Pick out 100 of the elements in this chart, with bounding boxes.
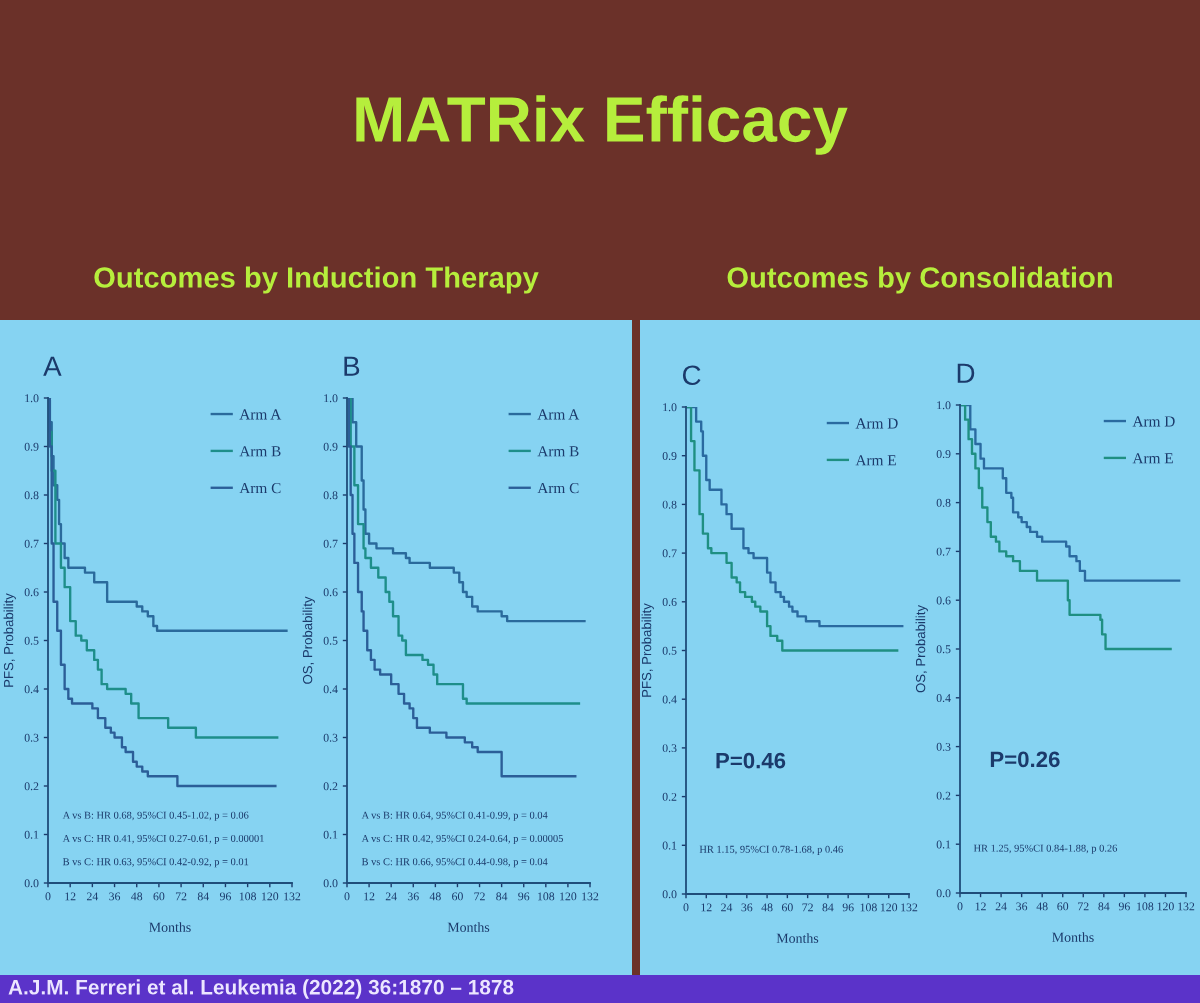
x-axis-title: Months xyxy=(776,933,819,943)
y-tick-label: 0.5 xyxy=(936,645,951,654)
legend-label: Arm B xyxy=(239,446,281,457)
y-tick-label: 0.6 xyxy=(323,588,338,597)
x-tick-label: 132 xyxy=(901,903,918,912)
y-axis-title: PFS, Probability xyxy=(641,603,654,697)
y-axis-title: OS, Probability xyxy=(915,605,928,693)
y-tick-label: 0.3 xyxy=(662,744,677,753)
y-tick-label: 0.6 xyxy=(24,588,39,597)
x-tick-label: 108 xyxy=(860,903,877,912)
text: Outcomes by Induction Therapy xyxy=(94,266,539,294)
x-tick-label: 60 xyxy=(1057,902,1069,911)
x-tick-label: 132 xyxy=(582,892,599,901)
y-tick-label: 0.7 xyxy=(662,549,677,558)
x-tick-label: 108 xyxy=(538,892,555,901)
legend-label: Arm E xyxy=(1132,453,1173,464)
x-tick-label: 48 xyxy=(1036,902,1048,911)
x-tick-label: 72 xyxy=(474,892,485,901)
x-tick-label: 96 xyxy=(1118,902,1130,911)
y-tick-label: 0.3 xyxy=(24,733,39,742)
x-axis-title: Months xyxy=(447,922,490,932)
x-tick-label: 60 xyxy=(781,903,793,912)
y-tick-label: 0.7 xyxy=(323,539,338,548)
x-tick-label: 12 xyxy=(65,892,76,901)
y-axis-title: OS, Probability xyxy=(302,596,315,684)
legend-label: Arm A xyxy=(239,409,282,420)
text: Outcomes by Consolidation xyxy=(727,266,1112,294)
y-tick-label: 0.7 xyxy=(24,539,39,548)
x-tick-label: 120 xyxy=(880,903,898,912)
x-tick-label: 0 xyxy=(683,903,689,912)
y-tick-label: 0.0 xyxy=(323,879,338,888)
y-tick-label: 0.4 xyxy=(936,694,951,703)
x-tick-label: 0 xyxy=(957,902,963,911)
y-tick-label: 0.8 xyxy=(936,498,951,507)
x-tick-label: 24 xyxy=(86,892,99,901)
text: P=0.46 xyxy=(716,752,786,769)
chart-title: A xyxy=(43,356,62,376)
y-tick-label: 0.8 xyxy=(323,491,338,500)
chart-title: B xyxy=(344,356,360,376)
x-tick-label: 0 xyxy=(45,892,51,901)
chart-title: D xyxy=(957,363,975,383)
x-tick-label: 132 xyxy=(284,892,301,901)
x-tick-label: 12 xyxy=(975,902,986,911)
x-tick-label: 96 xyxy=(219,892,231,901)
y-tick-label: 1.0 xyxy=(663,403,677,412)
y-tick-label: 0.9 xyxy=(662,451,677,460)
x-tick-label: 60 xyxy=(153,892,165,901)
legend-label: Arm D xyxy=(855,418,898,429)
x-tick-label: 12 xyxy=(364,892,375,901)
x-tick-label: 36 xyxy=(741,903,753,912)
y-tick-label: 1.0 xyxy=(324,394,338,403)
x-tick-label: 120 xyxy=(1157,902,1174,911)
legend-label: Arm C xyxy=(537,483,579,494)
x-tick-label: 0 xyxy=(344,892,350,901)
x-tick-label: 84 xyxy=(197,892,209,901)
y-tick-label: 0.1 xyxy=(24,830,39,839)
y-tick-label: 0.3 xyxy=(936,742,951,751)
y-tick-label: 0.0 xyxy=(936,889,951,898)
x-tick-label: 36 xyxy=(109,892,121,901)
y-tick-label: 0.5 xyxy=(323,636,338,645)
x-tick-label: 24 xyxy=(995,902,1007,911)
legend-label: Arm B xyxy=(537,446,579,457)
y-tick-label: 0.0 xyxy=(24,879,39,888)
x-tick-label: 120 xyxy=(560,892,577,901)
y-tick-label: 0.2 xyxy=(936,791,951,800)
annotation: B vs C: HR 0.63, 95%CI 0.42-0.92, p = 0.01 xyxy=(62,858,249,868)
y-tick-label: 0.4 xyxy=(323,685,338,694)
x-tick-label: 84 xyxy=(822,903,834,912)
legend-label: Arm E xyxy=(855,455,896,466)
annotation: HR 1.15, 95%CI 0.78-1.68, p 0.46 xyxy=(699,845,843,855)
x-tick-label: 132 xyxy=(1178,902,1195,911)
x-tick-label: 24 xyxy=(385,892,397,901)
y-tick-label: 0.8 xyxy=(662,500,677,509)
x-tick-label: 12 xyxy=(701,903,712,912)
y-tick-label: 0.6 xyxy=(936,596,951,605)
y-tick-label: 0.0 xyxy=(662,890,677,899)
y-tick-label: 0.4 xyxy=(662,695,677,704)
annotation: B vs C: HR 0.66, 95%CI 0.44-0.98, p = 0.04 xyxy=(361,858,548,868)
x-tick-label: 84 xyxy=(1098,902,1110,911)
y-tick-label: 0.9 xyxy=(24,442,39,451)
y-tick-label: 0.1 xyxy=(936,840,951,849)
y-tick-label: 0.2 xyxy=(323,782,338,791)
legend-label: Arm C xyxy=(239,483,281,494)
y-tick-label: 0.3 xyxy=(323,733,338,742)
y-tick-label: 0.4 xyxy=(24,685,39,694)
text: A.J.M. Ferreri et al. Leukemia (2022) 36:1870 – 1878 xyxy=(8,979,514,999)
y-tick-label: 0.9 xyxy=(323,442,338,451)
y-tick-label: 0.6 xyxy=(662,598,677,607)
x-tick-label: 48 xyxy=(761,903,773,912)
y-tick-label: 0.9 xyxy=(936,450,951,459)
x-tick-label: 108 xyxy=(1137,902,1154,911)
x-tick-label: 96 xyxy=(518,892,530,901)
y-tick-label: 0.5 xyxy=(662,646,677,655)
x-tick-label: 84 xyxy=(496,892,508,901)
annotation: A vs C: HR 0.41, 95%CI 0.27-0.61, p = 0.00001 xyxy=(62,834,264,845)
x-tick-label: 60 xyxy=(452,892,463,901)
chart-title: C xyxy=(682,365,701,386)
x-tick-label: 72 xyxy=(175,892,187,901)
x-tick-label: 48 xyxy=(131,892,143,901)
legend-label: Arm D xyxy=(1132,416,1175,427)
